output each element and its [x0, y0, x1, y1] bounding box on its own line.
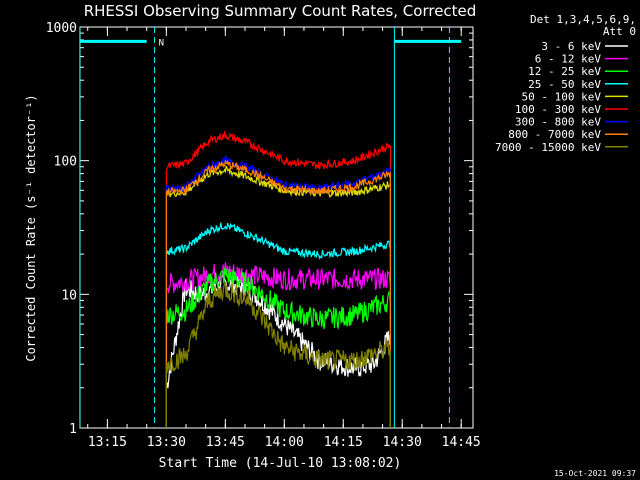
- series-line-3: [165, 222, 391, 428]
- footer-timestamp: 15-Oct-2021 09:37: [554, 469, 636, 478]
- legend-entry-label: 300 - 800 keV: [515, 116, 601, 129]
- y-tick-label: 1: [69, 422, 77, 437]
- legend-entry-label: 800 - 7000 keV: [508, 128, 601, 141]
- chart-title: RHESSI Observing Summary Count Rates, Co…: [84, 2, 477, 20]
- x-tick-label: 14:15: [324, 435, 363, 450]
- series-line-0: [165, 274, 391, 428]
- y-axis-label: Corrected Count Rate (s⁻¹ detector⁻¹): [24, 94, 38, 361]
- y-tick-label: 1000: [46, 21, 77, 36]
- legend-entry-label: 25 - 50 keV: [528, 78, 601, 91]
- x-tick-label: 13:15: [88, 435, 127, 450]
- plot-frame: [79, 26, 474, 429]
- series-line-4: [165, 165, 391, 428]
- legend-entry-label: 50 - 100 keV: [522, 90, 602, 103]
- series-line-2: [165, 267, 391, 428]
- legend-header: Att 0: [603, 25, 636, 38]
- x-tick-label: 14:00: [265, 435, 304, 450]
- y-tick-label: 10: [61, 288, 77, 303]
- data-series: [165, 130, 391, 428]
- x-tick-label: 14:30: [383, 435, 422, 450]
- series-line-6: [165, 154, 391, 428]
- series-line-1: [165, 262, 391, 428]
- legend-entry-label: 100 - 300 keV: [515, 103, 601, 116]
- series-line-7: [165, 159, 391, 428]
- x-tick-label: 13:45: [206, 435, 245, 450]
- x-tick-label: 14:45: [442, 435, 481, 450]
- legend-entry-label: 12 - 25 keV: [528, 65, 601, 78]
- series-line-8: [165, 283, 391, 428]
- x-tick-label: 13:30: [147, 435, 186, 450]
- y-axis: 1 10 100 1000: [46, 21, 473, 437]
- y-tick-label: 100: [54, 155, 77, 170]
- saa-marker-label: N: [159, 38, 164, 48]
- legend-header: Det 1,3,4,5,6,9,: [530, 13, 636, 26]
- x-axis-label: Start Time (14-Jul-10 13:08:02): [159, 456, 402, 471]
- legend-entry-label: 3 - 6 keV: [541, 40, 601, 53]
- legend-entry-label: 6 - 12 keV: [535, 53, 602, 66]
- legend-entry-label: 7000 - 15000 keV: [495, 141, 601, 154]
- series-line-5: [165, 130, 391, 428]
- x-axis: 13:15 13:30 13:45 14:00 14:15 14:30 14:45: [87, 27, 481, 450]
- annotations: N: [79, 27, 462, 428]
